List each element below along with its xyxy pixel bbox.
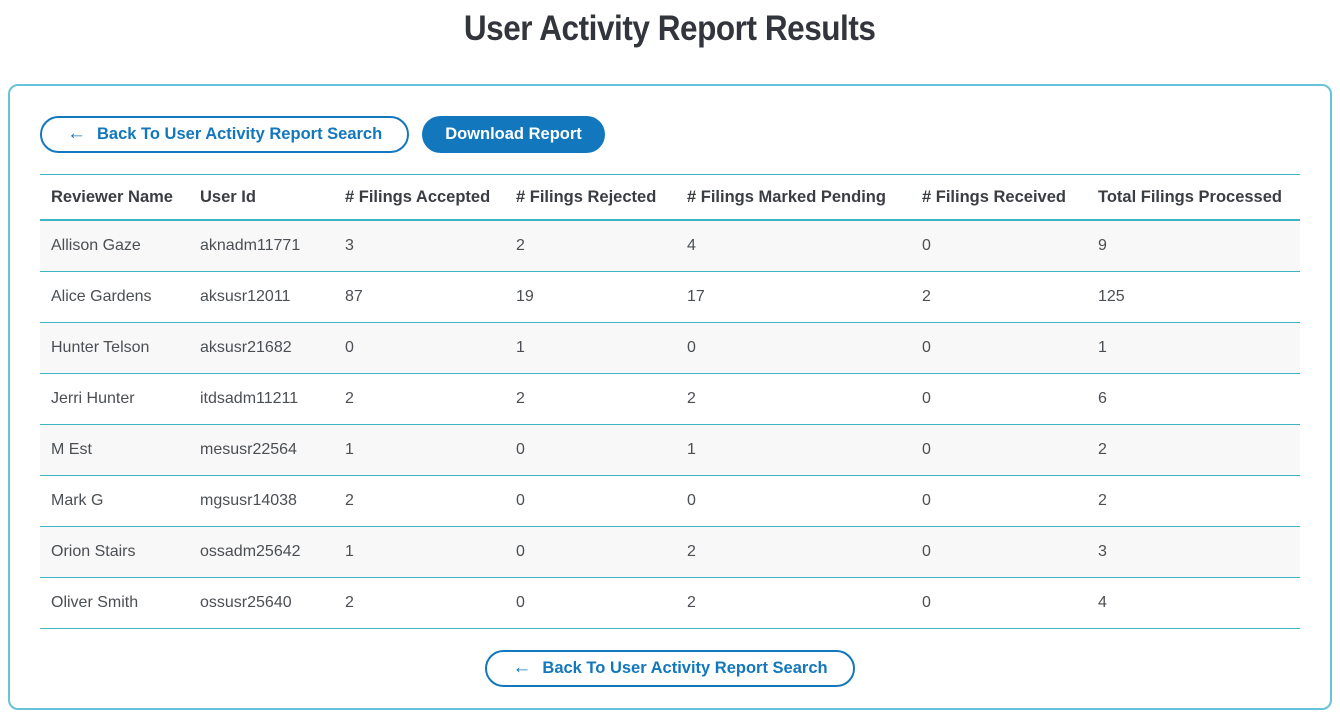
column-header: User Id (189, 174, 334, 221)
table-cell: 2 (334, 475, 505, 527)
table-cell: mgsusr14038 (189, 475, 334, 527)
table-cell: 3 (334, 220, 505, 272)
table-cell: Mark G (40, 475, 189, 527)
table-cell: 0 (505, 577, 676, 629)
table-cell: 0 (911, 526, 1087, 578)
table-cell: itdsadm11211 (189, 373, 334, 425)
footer-bar: ← Back To User Activity Report Search (40, 650, 1300, 687)
table-cell: Jerri Hunter (40, 373, 189, 425)
table-cell: 2 (1087, 475, 1300, 527)
table-cell: 2 (505, 373, 676, 425)
column-header: # Filings Marked Pending (676, 174, 911, 221)
table-cell: mesusr22564 (189, 424, 334, 476)
table-cell: Hunter Telson (40, 322, 189, 374)
table-cell: 0 (505, 475, 676, 527)
table-cell: 0 (911, 475, 1087, 527)
back-to-search-button-top[interactable]: ← Back To User Activity Report Search (40, 116, 410, 153)
table-cell: 2 (911, 271, 1087, 323)
table-row: M Est mesusr22564 1 0 1 0 2 (40, 424, 1300, 476)
back-button-label: Back To User Activity Report Search (542, 659, 828, 677)
table-cell: 0 (676, 475, 911, 527)
table-cell: 2 (505, 220, 676, 272)
table-cell: 0 (911, 424, 1087, 476)
toolbar: ← Back To User Activity Report Search Do… (40, 116, 1300, 153)
table-cell: 4 (676, 220, 911, 272)
table-cell: aksusr21682 (189, 322, 334, 374)
table-cell: 0 (505, 424, 676, 476)
table-cell: 0 (676, 322, 911, 374)
table-row: Allison Gaze aknadm11771 3 2 4 0 9 (40, 220, 1300, 272)
table-cell: aksusr12011 (189, 271, 334, 323)
table-cell: Allison Gaze (40, 220, 189, 272)
column-header: Reviewer Name (40, 174, 189, 221)
table-cell: 0 (911, 220, 1087, 272)
table-cell: 1 (505, 322, 676, 374)
table-cell: 4 (1087, 577, 1300, 629)
table-cell: 2 (676, 526, 911, 578)
column-header: # Filings Received (911, 174, 1087, 221)
table-row: Orion Stairs ossadm25642 1 0 2 0 3 (40, 526, 1300, 578)
table-row: Oliver Smith ossusr25640 2 0 2 0 4 (40, 577, 1300, 629)
table-cell: 0 (911, 322, 1087, 374)
table-cell: 1 (334, 526, 505, 578)
table-cell: 2 (334, 577, 505, 629)
table-row: Hunter Telson aksusr21682 0 1 0 0 1 (40, 322, 1300, 374)
table-cell: aknadm11771 (189, 220, 334, 272)
page-title-text: User Activity Report Results (464, 9, 876, 48)
table-header-row: Reviewer Name User Id # Filings Accepted # … (40, 174, 1300, 221)
table-cell: 19 (505, 271, 676, 323)
back-to-search-button-bottom[interactable]: ← Back To User Activity Report Search (485, 650, 855, 687)
table-cell: 87 (334, 271, 505, 323)
table-row: Alice Gardens aksusr12011 87 19 17 2 125 (40, 271, 1300, 323)
table-cell: 2 (676, 373, 911, 425)
back-arrow-icon: ← (512, 657, 532, 678)
table-cell: 9 (1087, 220, 1300, 272)
table-cell: 2 (1087, 424, 1300, 476)
table-cell: 1 (676, 424, 911, 476)
table-cell: 17 (676, 271, 911, 323)
back-button-label: Back To User Activity Report Search (97, 125, 383, 143)
table-cell: ossadm25642 (189, 526, 334, 578)
column-header: # Filings Rejected (505, 174, 676, 221)
back-arrow-icon: ← (67, 123, 86, 144)
table-cell: 0 (334, 322, 505, 374)
table-cell: 3 (1087, 526, 1300, 578)
table-cell: M Est (40, 424, 189, 476)
results-card: ← Back To User Activity Report Search Do… (8, 84, 1332, 710)
table-cell: Alice Gardens (40, 271, 189, 323)
page-title: User Activity Report Results (0, 6, 1340, 52)
table-cell: 0 (911, 577, 1087, 629)
user-activity-table: Reviewer Name User Id # Filings Accepted # … (40, 174, 1300, 629)
column-header: Total Filings Processed (1087, 174, 1300, 221)
table-row: Jerri Hunter itdsadm11211 2 2 2 0 6 (40, 373, 1300, 425)
table-cell: 125 (1087, 271, 1300, 323)
column-header: # Filings Accepted (334, 174, 505, 221)
table-cell: Orion Stairs (40, 526, 189, 578)
table-cell: 1 (334, 424, 505, 476)
table-cell: 2 (334, 373, 505, 425)
table-cell: ossusr25640 (189, 577, 334, 629)
table-cell: 1 (1087, 322, 1300, 374)
table-cell: 2 (676, 577, 911, 629)
table-cell: Oliver Smith (40, 577, 189, 629)
table-cell: 6 (1087, 373, 1300, 425)
download-report-button[interactable]: Download Report (422, 116, 605, 153)
table-cell: 0 (911, 373, 1087, 425)
table-cell: 0 (505, 526, 676, 578)
table-body: Allison Gaze aknadm11771 3 2 4 0 9 Alice Garden… (40, 220, 1300, 629)
